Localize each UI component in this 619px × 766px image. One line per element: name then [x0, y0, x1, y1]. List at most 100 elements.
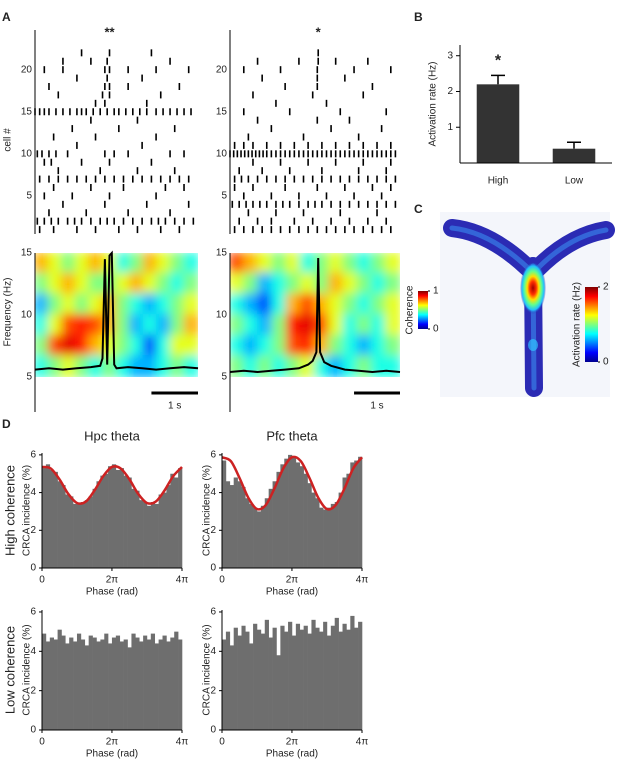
histogram-bar — [174, 631, 179, 730]
histogram-bar — [158, 639, 163, 730]
x-axis-label: Phase (rad) — [266, 587, 318, 598]
y-tick-label: 5 — [221, 191, 227, 202]
coherence-cell — [230, 334, 246, 358]
histogram-bar — [284, 631, 289, 730]
coherence-cell — [88, 334, 104, 358]
histogram-bar — [264, 498, 269, 568]
coherence-cell — [299, 293, 316, 316]
coherence-cell — [243, 334, 260, 358]
y-tick-label: 2 — [447, 86, 453, 97]
y-tick-label: 0 — [30, 725, 36, 736]
histogram-bar — [61, 485, 66, 568]
coherence-cell — [115, 272, 132, 296]
histogram-bar — [135, 637, 140, 730]
histogram-bar — [276, 655, 281, 730]
coherence-cell — [328, 334, 345, 358]
y-tick-label: 1 — [447, 122, 453, 133]
histogram-bar — [303, 473, 308, 568]
y-axis-label: Frequency (Hz) — [3, 278, 14, 347]
y-tick-label: 4 — [30, 646, 36, 657]
coherence-cell — [257, 355, 274, 377]
coherence-cell — [328, 314, 345, 337]
y-tick-label: 15 — [21, 248, 33, 259]
coherence-cell — [271, 334, 288, 358]
row-label: Low coherence — [2, 626, 17, 714]
y-axis-label: CRCA incidence (%) — [22, 624, 33, 715]
coherence-map — [35, 253, 198, 377]
histogram-bar — [92, 637, 97, 730]
coherence-cell — [61, 334, 77, 358]
coherence-cell — [243, 272, 260, 296]
histogram-bar — [100, 639, 105, 730]
histogram-bar — [123, 639, 128, 730]
histogram-bar — [88, 496, 93, 568]
histogram-bar — [80, 502, 86, 568]
histogram-bar — [307, 483, 312, 568]
coherence-cell — [129, 334, 145, 358]
coherence-cell — [169, 293, 186, 316]
histogram-bar — [178, 639, 183, 730]
histogram-bar — [131, 488, 136, 568]
histogram-bar — [123, 475, 128, 568]
y-tick-label: 5 — [26, 191, 32, 202]
histogram-bar — [100, 475, 105, 568]
histogram-bar — [42, 633, 47, 730]
histogram-bar — [92, 488, 97, 568]
histogram-bar — [280, 625, 285, 730]
histogram-bar — [76, 503, 82, 568]
y-tick-label: 2 — [210, 685, 216, 696]
histogram-bar — [288, 621, 293, 730]
histogram-bar — [334, 502, 339, 568]
coherence-cell — [384, 334, 400, 358]
histogram-bar — [143, 635, 148, 730]
histogram-bar — [115, 469, 121, 568]
histogram-bar — [268, 637, 273, 730]
coherence-cell — [142, 253, 159, 275]
histogram-bar — [108, 643, 113, 730]
histogram-bar — [96, 641, 101, 730]
x-tick-label: 2π — [106, 575, 119, 586]
coherence-cell — [271, 253, 288, 275]
y-tick-label: 10 — [216, 148, 228, 159]
histogram-bar — [249, 643, 254, 730]
coherence-cell — [299, 314, 316, 337]
histogram-bar — [143, 502, 148, 568]
coherence-cell — [384, 293, 400, 316]
y-tick-label: 5 — [221, 372, 227, 383]
colorbar — [418, 291, 428, 329]
coherence-cell — [243, 293, 260, 316]
coherence-cell — [370, 334, 387, 358]
histogram-bar — [338, 492, 343, 568]
histogram-bar — [69, 496, 74, 568]
histogram-bar — [358, 621, 363, 730]
y-tick-label: 20 — [21, 64, 33, 75]
coherence-cell — [74, 355, 91, 377]
histogram-bar — [111, 464, 117, 568]
coherence-cell — [142, 314, 159, 337]
histogram-bar — [229, 645, 234, 730]
coherence-cell — [47, 253, 64, 275]
histogram-bar — [146, 639, 152, 730]
histogram-bar — [299, 466, 304, 568]
histogram-bar — [323, 509, 328, 568]
histogram-bar — [127, 477, 132, 568]
coherence-cell — [169, 334, 186, 358]
histogram-bar — [53, 471, 58, 568]
coherence-cell — [370, 253, 387, 275]
histogram-bar — [253, 507, 258, 568]
coherence-cell — [257, 293, 274, 316]
coherence-cell — [299, 272, 316, 296]
coherence-cell — [35, 314, 50, 337]
histogram-bar — [245, 631, 250, 730]
coherence-cell — [183, 293, 198, 316]
histogram-bar — [162, 492, 167, 568]
coherence-cell — [183, 272, 198, 296]
coherence-cell — [129, 272, 145, 296]
histogram-bar — [222, 639, 227, 730]
coherence-cell — [299, 334, 316, 358]
coherence-cell — [285, 334, 302, 358]
coherence-cell — [384, 355, 400, 377]
x-axis-label: Phase (rad) — [86, 749, 138, 760]
histogram-bar — [42, 468, 47, 568]
